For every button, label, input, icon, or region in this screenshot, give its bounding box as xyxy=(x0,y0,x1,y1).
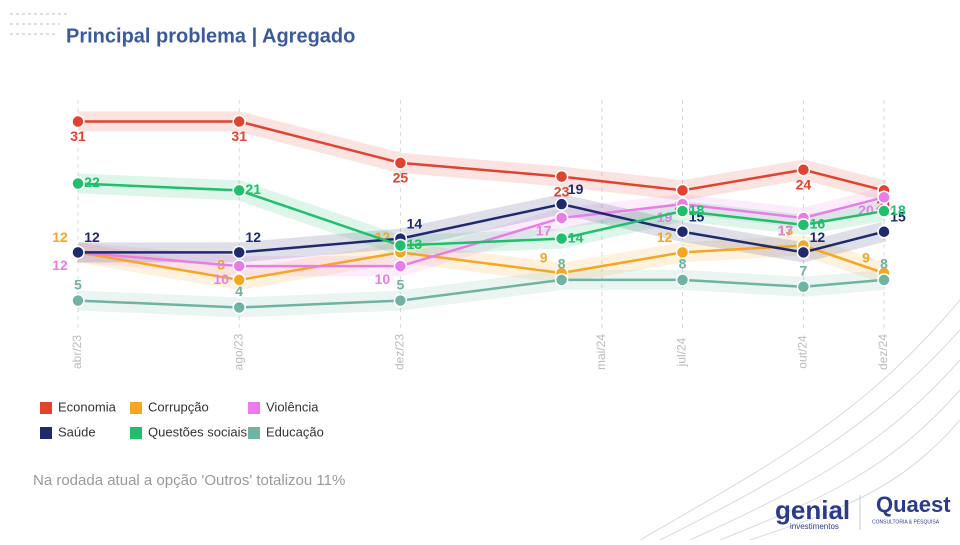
data-point xyxy=(232,259,246,273)
data-point xyxy=(393,156,408,170)
data-point xyxy=(796,218,811,232)
data-point xyxy=(393,293,408,308)
logo-genial: genial xyxy=(775,495,850,525)
data-label: 31 xyxy=(231,128,247,144)
data-point xyxy=(393,259,408,273)
data-point xyxy=(554,169,569,184)
data-label: 17 xyxy=(778,223,794,239)
logo-genial-sub: investimentos xyxy=(790,522,839,531)
data-label: 12 xyxy=(810,229,826,245)
legend-label: Violência xyxy=(266,399,319,414)
data-point xyxy=(675,183,690,198)
data-label: 25 xyxy=(393,170,409,186)
chart-title: Principal problema | Agregado xyxy=(66,25,355,47)
data-label: 13 xyxy=(778,222,794,238)
data-label: 12 xyxy=(84,229,100,245)
data-label: 8 xyxy=(880,256,888,272)
data-label: 19 xyxy=(657,209,673,225)
data-point xyxy=(71,176,85,191)
data-label: 24 xyxy=(796,176,812,192)
data-label: 12 xyxy=(245,229,261,245)
data-point xyxy=(554,231,569,246)
data-point xyxy=(796,162,811,177)
data-label: 23 xyxy=(554,183,570,199)
data-point xyxy=(877,273,891,287)
x-tick-label: dez/23 xyxy=(393,334,407,370)
data-label: 5 xyxy=(397,276,405,292)
data-point xyxy=(232,300,246,315)
legend-label: Educação xyxy=(266,424,324,439)
data-label: 16 xyxy=(810,216,826,232)
legend-swatch xyxy=(130,427,142,439)
data-point xyxy=(675,273,690,287)
data-label: 13 xyxy=(407,236,423,252)
data-point xyxy=(877,204,891,218)
data-point xyxy=(71,293,85,308)
data-point xyxy=(675,224,690,239)
x-tick-label: dez/24 xyxy=(876,334,890,370)
x-tick-label: jul/24 xyxy=(675,337,689,367)
legend-label: Questões sociais xyxy=(148,424,247,439)
data-label: 10 xyxy=(213,271,229,287)
data-label: 19 xyxy=(568,181,584,197)
legend-swatch xyxy=(248,427,260,439)
data-label: 31 xyxy=(70,128,86,144)
data-point xyxy=(796,280,811,294)
data-label: 8 xyxy=(558,256,566,272)
data-point xyxy=(796,245,811,260)
legend-swatch xyxy=(40,427,52,439)
data-point xyxy=(554,197,569,211)
x-tick-label: ago/23 xyxy=(231,333,245,370)
data-label: 9 xyxy=(862,250,870,266)
data-label: 9 xyxy=(540,250,548,266)
data-label: 10 xyxy=(375,271,391,287)
data-point xyxy=(877,224,891,239)
data-label: 21 xyxy=(245,181,261,197)
data-point xyxy=(232,183,246,198)
data-point xyxy=(393,238,408,253)
decor-waves xyxy=(639,299,960,541)
data-label: 8 xyxy=(679,256,687,272)
data-point xyxy=(232,273,246,287)
data-label: 17 xyxy=(536,223,552,239)
legend-label: Economia xyxy=(58,399,117,414)
legend-swatch xyxy=(248,402,260,414)
legend-swatch xyxy=(40,402,52,414)
data-label: 12 xyxy=(52,229,68,245)
x-tick-label: mai/24 xyxy=(594,334,608,370)
data-label: 4 xyxy=(235,283,243,299)
data-label: 18 xyxy=(689,202,705,218)
data-label: 18 xyxy=(890,202,906,218)
data-point xyxy=(675,204,690,218)
legend-swatch xyxy=(130,402,142,414)
x-tick-label: out/24 xyxy=(796,335,810,369)
data-point xyxy=(877,190,891,205)
legend-label: Corrupção xyxy=(148,399,209,414)
data-point xyxy=(71,245,85,260)
footnote: Na rodada atual a opção 'Outros' totaliz… xyxy=(33,472,345,489)
data-label: 12 xyxy=(52,257,68,273)
data-point xyxy=(675,245,690,260)
data-point xyxy=(71,114,85,129)
data-point xyxy=(554,211,569,225)
data-label: 15 xyxy=(890,208,906,224)
data-label: 22 xyxy=(84,174,100,190)
data-label: 5 xyxy=(74,276,82,292)
data-label: 14 xyxy=(568,229,584,245)
data-label: 14 xyxy=(407,215,423,231)
data-point xyxy=(232,245,246,260)
data-label: 12 xyxy=(657,229,673,245)
data-point xyxy=(232,114,246,129)
corner-decor xyxy=(10,13,70,35)
logo-quaest-sub: CONSULTORIA & PESQUISA xyxy=(872,519,940,525)
data-label: 7 xyxy=(800,263,808,279)
logo-quaest: Quaest xyxy=(876,492,951,517)
data-point xyxy=(554,273,569,287)
x-tick-label: abr/23 xyxy=(70,335,84,369)
legend-label: Saúde xyxy=(58,424,96,439)
